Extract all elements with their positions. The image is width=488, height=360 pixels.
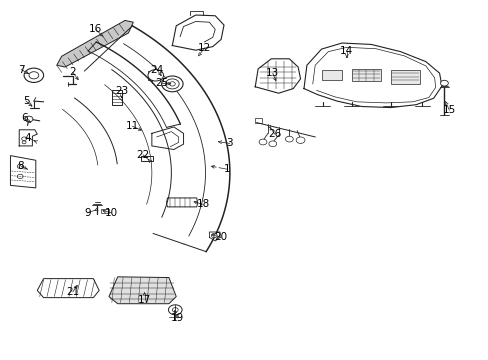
Circle shape <box>25 116 33 122</box>
Circle shape <box>169 82 175 86</box>
Text: 18: 18 <box>196 199 209 210</box>
Text: 21: 21 <box>66 287 80 297</box>
Circle shape <box>211 233 217 238</box>
Polygon shape <box>112 90 122 105</box>
Text: 9: 9 <box>84 208 91 218</box>
Text: 7: 7 <box>18 64 24 75</box>
Circle shape <box>296 137 305 143</box>
Text: 5: 5 <box>22 96 29 106</box>
Polygon shape <box>390 69 419 84</box>
Text: 12: 12 <box>198 43 211 53</box>
Polygon shape <box>37 279 99 298</box>
Text: 14: 14 <box>340 46 353 56</box>
Polygon shape <box>141 156 153 161</box>
Polygon shape <box>57 21 133 67</box>
Text: 4: 4 <box>24 133 31 143</box>
Polygon shape <box>109 277 176 304</box>
Text: 11: 11 <box>125 121 139 131</box>
Text: 16: 16 <box>89 24 102 35</box>
Text: 13: 13 <box>265 68 279 78</box>
Polygon shape <box>148 71 158 80</box>
Circle shape <box>168 305 182 315</box>
Text: 6: 6 <box>21 113 27 123</box>
Circle shape <box>17 174 23 179</box>
Text: 22: 22 <box>136 150 149 160</box>
Circle shape <box>22 141 26 144</box>
Circle shape <box>285 136 293 142</box>
Circle shape <box>161 76 183 92</box>
Circle shape <box>24 68 43 82</box>
Polygon shape <box>255 118 262 123</box>
Circle shape <box>17 164 23 168</box>
Circle shape <box>440 80 447 86</box>
Text: 23: 23 <box>115 86 128 96</box>
Text: 10: 10 <box>105 208 118 218</box>
Text: 8: 8 <box>17 161 23 171</box>
Circle shape <box>29 72 39 79</box>
Text: 2: 2 <box>69 67 76 77</box>
Polygon shape <box>10 156 36 188</box>
Circle shape <box>259 139 266 145</box>
Circle shape <box>148 69 163 81</box>
Text: 20: 20 <box>214 232 227 242</box>
Text: 17: 17 <box>138 295 151 305</box>
Text: 3: 3 <box>226 139 233 148</box>
Text: 15: 15 <box>442 105 455 115</box>
Circle shape <box>21 137 26 140</box>
Text: 1: 1 <box>224 164 230 174</box>
Polygon shape <box>321 69 341 80</box>
Text: 19: 19 <box>170 313 183 323</box>
Circle shape <box>172 308 178 312</box>
Polygon shape <box>101 209 109 213</box>
Polygon shape <box>166 198 197 207</box>
Circle shape <box>165 79 179 89</box>
Polygon shape <box>351 69 380 81</box>
Text: 26: 26 <box>267 129 281 139</box>
Circle shape <box>268 141 276 147</box>
Text: 24: 24 <box>150 64 163 75</box>
Text: 25: 25 <box>155 78 168 88</box>
